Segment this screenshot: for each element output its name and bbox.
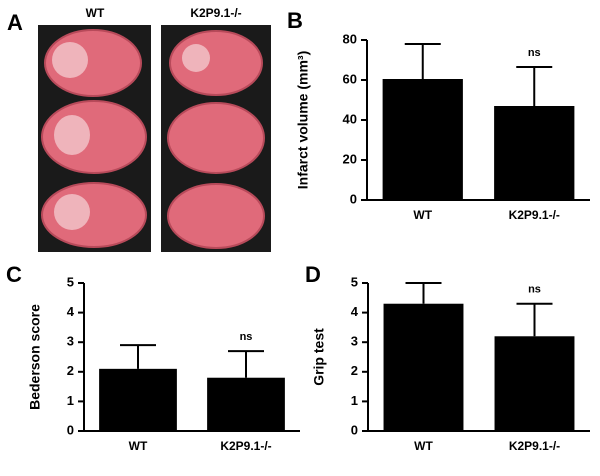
bar — [207, 377, 285, 431]
x-tick-label: K2P9.1-/- — [509, 439, 560, 453]
y-tick-label: 20 — [343, 151, 357, 166]
y-tick-label: 4 — [351, 304, 359, 319]
y-tick-label: 0 — [67, 422, 74, 437]
y-axis-label: Grip test — [311, 328, 327, 386]
panel-label: A — [7, 10, 23, 35]
y-tick-label: 3 — [67, 334, 74, 349]
annotation: ns — [240, 331, 253, 343]
x-tick-label: WT — [129, 439, 148, 453]
y-tick-label: 40 — [343, 111, 357, 126]
y-tick-label: 1 — [351, 393, 358, 408]
y-tick-label: 80 — [343, 31, 357, 46]
y-tick-label: 4 — [67, 304, 75, 319]
annotation: ns — [528, 47, 541, 59]
y-tick-label: 5 — [67, 274, 74, 289]
image-label: WT — [86, 6, 105, 20]
y-axis-label: Infarct volume (mm³) — [295, 51, 311, 189]
x-tick-label: K2P9.1-/- — [509, 208, 560, 222]
y-tick-label: 2 — [67, 363, 74, 378]
y-tick-label: 1 — [67, 393, 74, 408]
bar — [383, 303, 464, 431]
bar — [99, 368, 177, 431]
panel-label: D — [305, 262, 321, 287]
bar — [382, 79, 463, 200]
brain-images — [38, 25, 271, 252]
panel-label: C — [6, 262, 22, 287]
y-axis-label: Bederson score — [27, 304, 43, 410]
y-tick-label: 2 — [351, 363, 358, 378]
x-tick-label: WT — [413, 208, 432, 222]
panel-label: B — [287, 8, 303, 33]
y-tick-label: 60 — [343, 71, 357, 86]
y-tick-label: 0 — [350, 191, 357, 206]
annotation: ns — [528, 284, 541, 296]
y-tick-label: 5 — [351, 274, 358, 289]
x-tick-label: K2P9.1-/- — [220, 439, 271, 453]
image-label: K2P9.1-/- — [190, 6, 241, 20]
y-tick-label: 3 — [351, 334, 358, 349]
bar — [494, 336, 575, 431]
y-tick-label: 0 — [351, 422, 358, 437]
x-tick-label: WT — [414, 439, 433, 453]
bar — [494, 106, 575, 200]
